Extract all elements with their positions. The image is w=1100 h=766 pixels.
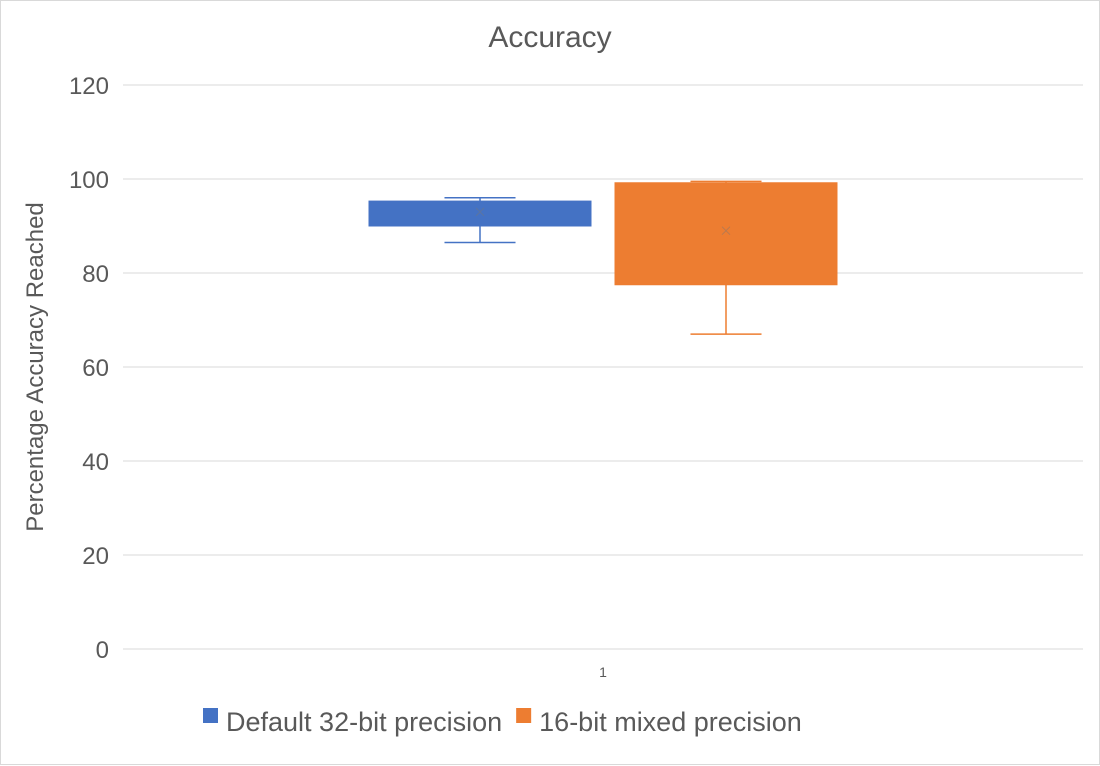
legend-label: 16-bit mixed precision — [539, 707, 802, 737]
legend-label: Default 32-bit precision — [226, 707, 502, 737]
legend-swatch — [203, 708, 218, 723]
y-tick-label: 60 — [82, 355, 109, 382]
box-iqr — [614, 182, 838, 286]
legend: Default 32-bit precision 16-bit mixed pre… — [203, 707, 802, 737]
y-tick-label: 100 — [69, 167, 109, 194]
mean-marker — [475, 207, 485, 217]
y-tick-label: 40 — [82, 449, 109, 476]
gridlines — [123, 84, 1083, 650]
box-2 — [614, 180, 838, 335]
box-iqr — [368, 200, 592, 227]
y-tick-label: 20 — [82, 543, 109, 570]
x-tick-label: 1 — [599, 664, 607, 680]
y-axis-label: Percentage Accuracy Reached — [22, 202, 49, 532]
legend-item: Default 32-bit precision — [203, 707, 502, 737]
box-1 — [368, 197, 592, 244]
y-tick-label: 0 — [96, 637, 109, 664]
legend-item: 16-bit mixed precision — [516, 707, 802, 737]
y-tick-label: 80 — [82, 261, 109, 288]
y-tick-label: 120 — [69, 73, 109, 100]
box-series — [368, 180, 838, 335]
x-axis-ticks: 1 — [599, 664, 607, 680]
legend-swatch — [516, 708, 532, 723]
y-axis-ticks: 0 20 40 60 80 100 120 — [69, 73, 109, 664]
chart-title: Accuracy — [488, 21, 611, 54]
mean-marker — [721, 226, 731, 236]
